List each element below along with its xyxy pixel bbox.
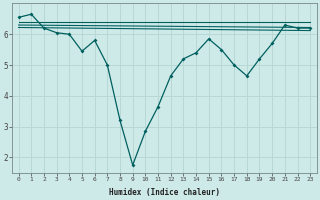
X-axis label: Humidex (Indice chaleur): Humidex (Indice chaleur) xyxy=(109,188,220,197)
